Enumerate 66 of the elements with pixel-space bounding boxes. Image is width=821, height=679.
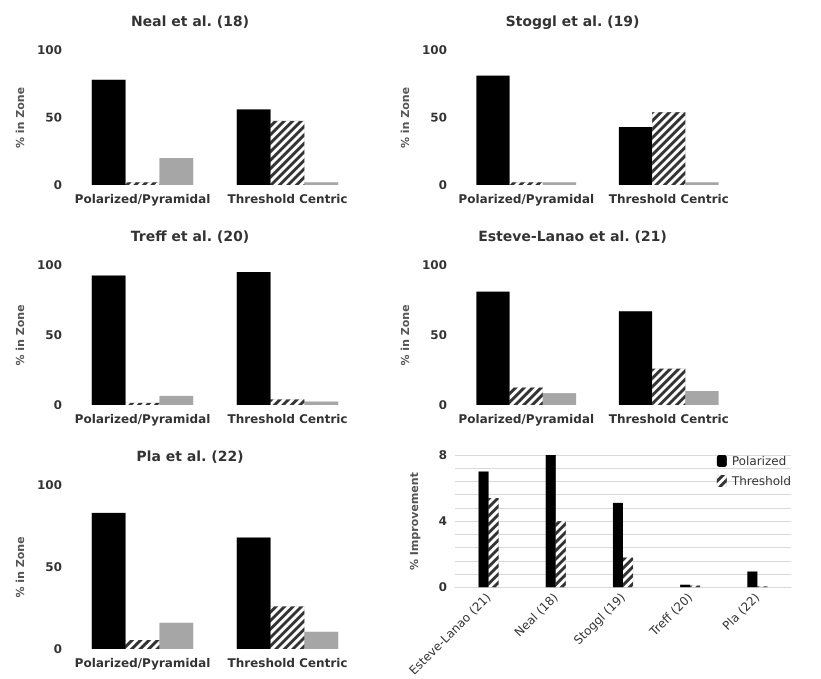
bar bbox=[304, 632, 338, 649]
y-tick-label: 100 bbox=[36, 258, 62, 272]
y-tick-label: 0 bbox=[438, 398, 447, 412]
x-tick-label: Polarized/Pyramidal bbox=[74, 412, 210, 426]
bar bbox=[542, 182, 576, 185]
bar bbox=[304, 402, 338, 405]
y-tick-label: 50 bbox=[45, 560, 62, 574]
x-tick-label: Polarized/Pyramidal bbox=[74, 192, 210, 206]
bar bbox=[92, 80, 126, 185]
y-tick-label: 100 bbox=[422, 258, 447, 272]
legend-label: Threshold bbox=[730, 474, 791, 488]
y-tick-label: 4 bbox=[438, 514, 447, 528]
y-tick-label: 50 bbox=[45, 110, 62, 124]
y-tick-label: 100 bbox=[422, 43, 447, 57]
bar bbox=[476, 76, 510, 185]
y-tick-label: 100 bbox=[36, 43, 62, 57]
bar bbox=[159, 396, 194, 405]
y-axis-title: % in Zone bbox=[399, 86, 412, 148]
bar bbox=[159, 158, 194, 185]
bar bbox=[159, 622, 194, 649]
y-tick-label: 100 bbox=[36, 478, 62, 492]
y-axis-title: % in Zone bbox=[399, 304, 412, 366]
y-axis-title: % in Zone bbox=[14, 304, 28, 366]
x-tick-label: Polarized/Pyramidal bbox=[74, 656, 210, 670]
y-tick-label: 50 bbox=[430, 328, 447, 342]
bar bbox=[618, 126, 652, 185]
bar bbox=[542, 393, 576, 405]
chart-title: Stoggl et al. (19) bbox=[506, 14, 640, 30]
bar bbox=[478, 472, 489, 588]
bar bbox=[236, 272, 271, 405]
x-tick-label: Threshold Centric bbox=[608, 192, 729, 206]
bar bbox=[92, 276, 126, 405]
bar bbox=[304, 182, 338, 185]
bar bbox=[685, 391, 719, 405]
y-tick-label: 0 bbox=[54, 642, 62, 656]
bar bbox=[680, 584, 690, 588]
y-tick-label: 0 bbox=[438, 580, 447, 594]
chart-title: Pla et al. (22) bbox=[136, 449, 244, 465]
bar bbox=[618, 311, 652, 405]
bar bbox=[747, 571, 758, 588]
bar bbox=[236, 109, 271, 185]
x-tick-label: Threshold Centric bbox=[228, 412, 348, 426]
y-tick-label: 0 bbox=[54, 398, 62, 412]
y-axis-title: % in Zone bbox=[14, 86, 28, 148]
bar bbox=[546, 455, 556, 588]
legend-label: Polarized bbox=[732, 454, 786, 468]
x-tick-label: Threshold Centric bbox=[228, 192, 348, 206]
x-tick-label: Polarized/Pyramidal bbox=[458, 412, 594, 426]
x-tick-label: Threshold Centric bbox=[608, 412, 729, 426]
y-tick-label: 0 bbox=[54, 178, 62, 192]
bar bbox=[236, 537, 271, 649]
chart-title: Treff et al. (20) bbox=[130, 229, 250, 245]
x-tick-label: Polarized/Pyramidal bbox=[458, 192, 594, 206]
y-tick-label: 50 bbox=[45, 328, 62, 342]
y-axis-title: % in Zone bbox=[14, 536, 28, 598]
bar bbox=[476, 292, 510, 405]
chart-title: Esteve-Lanao et al. (21) bbox=[478, 229, 667, 245]
x-tick-label: Threshold Centric bbox=[228, 656, 348, 670]
y-tick-label: 0 bbox=[438, 178, 447, 192]
y-axis-title: % Improvement bbox=[408, 472, 421, 570]
chart-title: Neal et al. (18) bbox=[130, 14, 250, 30]
y-tick-label: 8 bbox=[438, 448, 447, 462]
bar bbox=[685, 182, 719, 185]
bar bbox=[612, 502, 623, 588]
y-tick-label: 50 bbox=[430, 110, 447, 124]
bar bbox=[92, 512, 126, 649]
